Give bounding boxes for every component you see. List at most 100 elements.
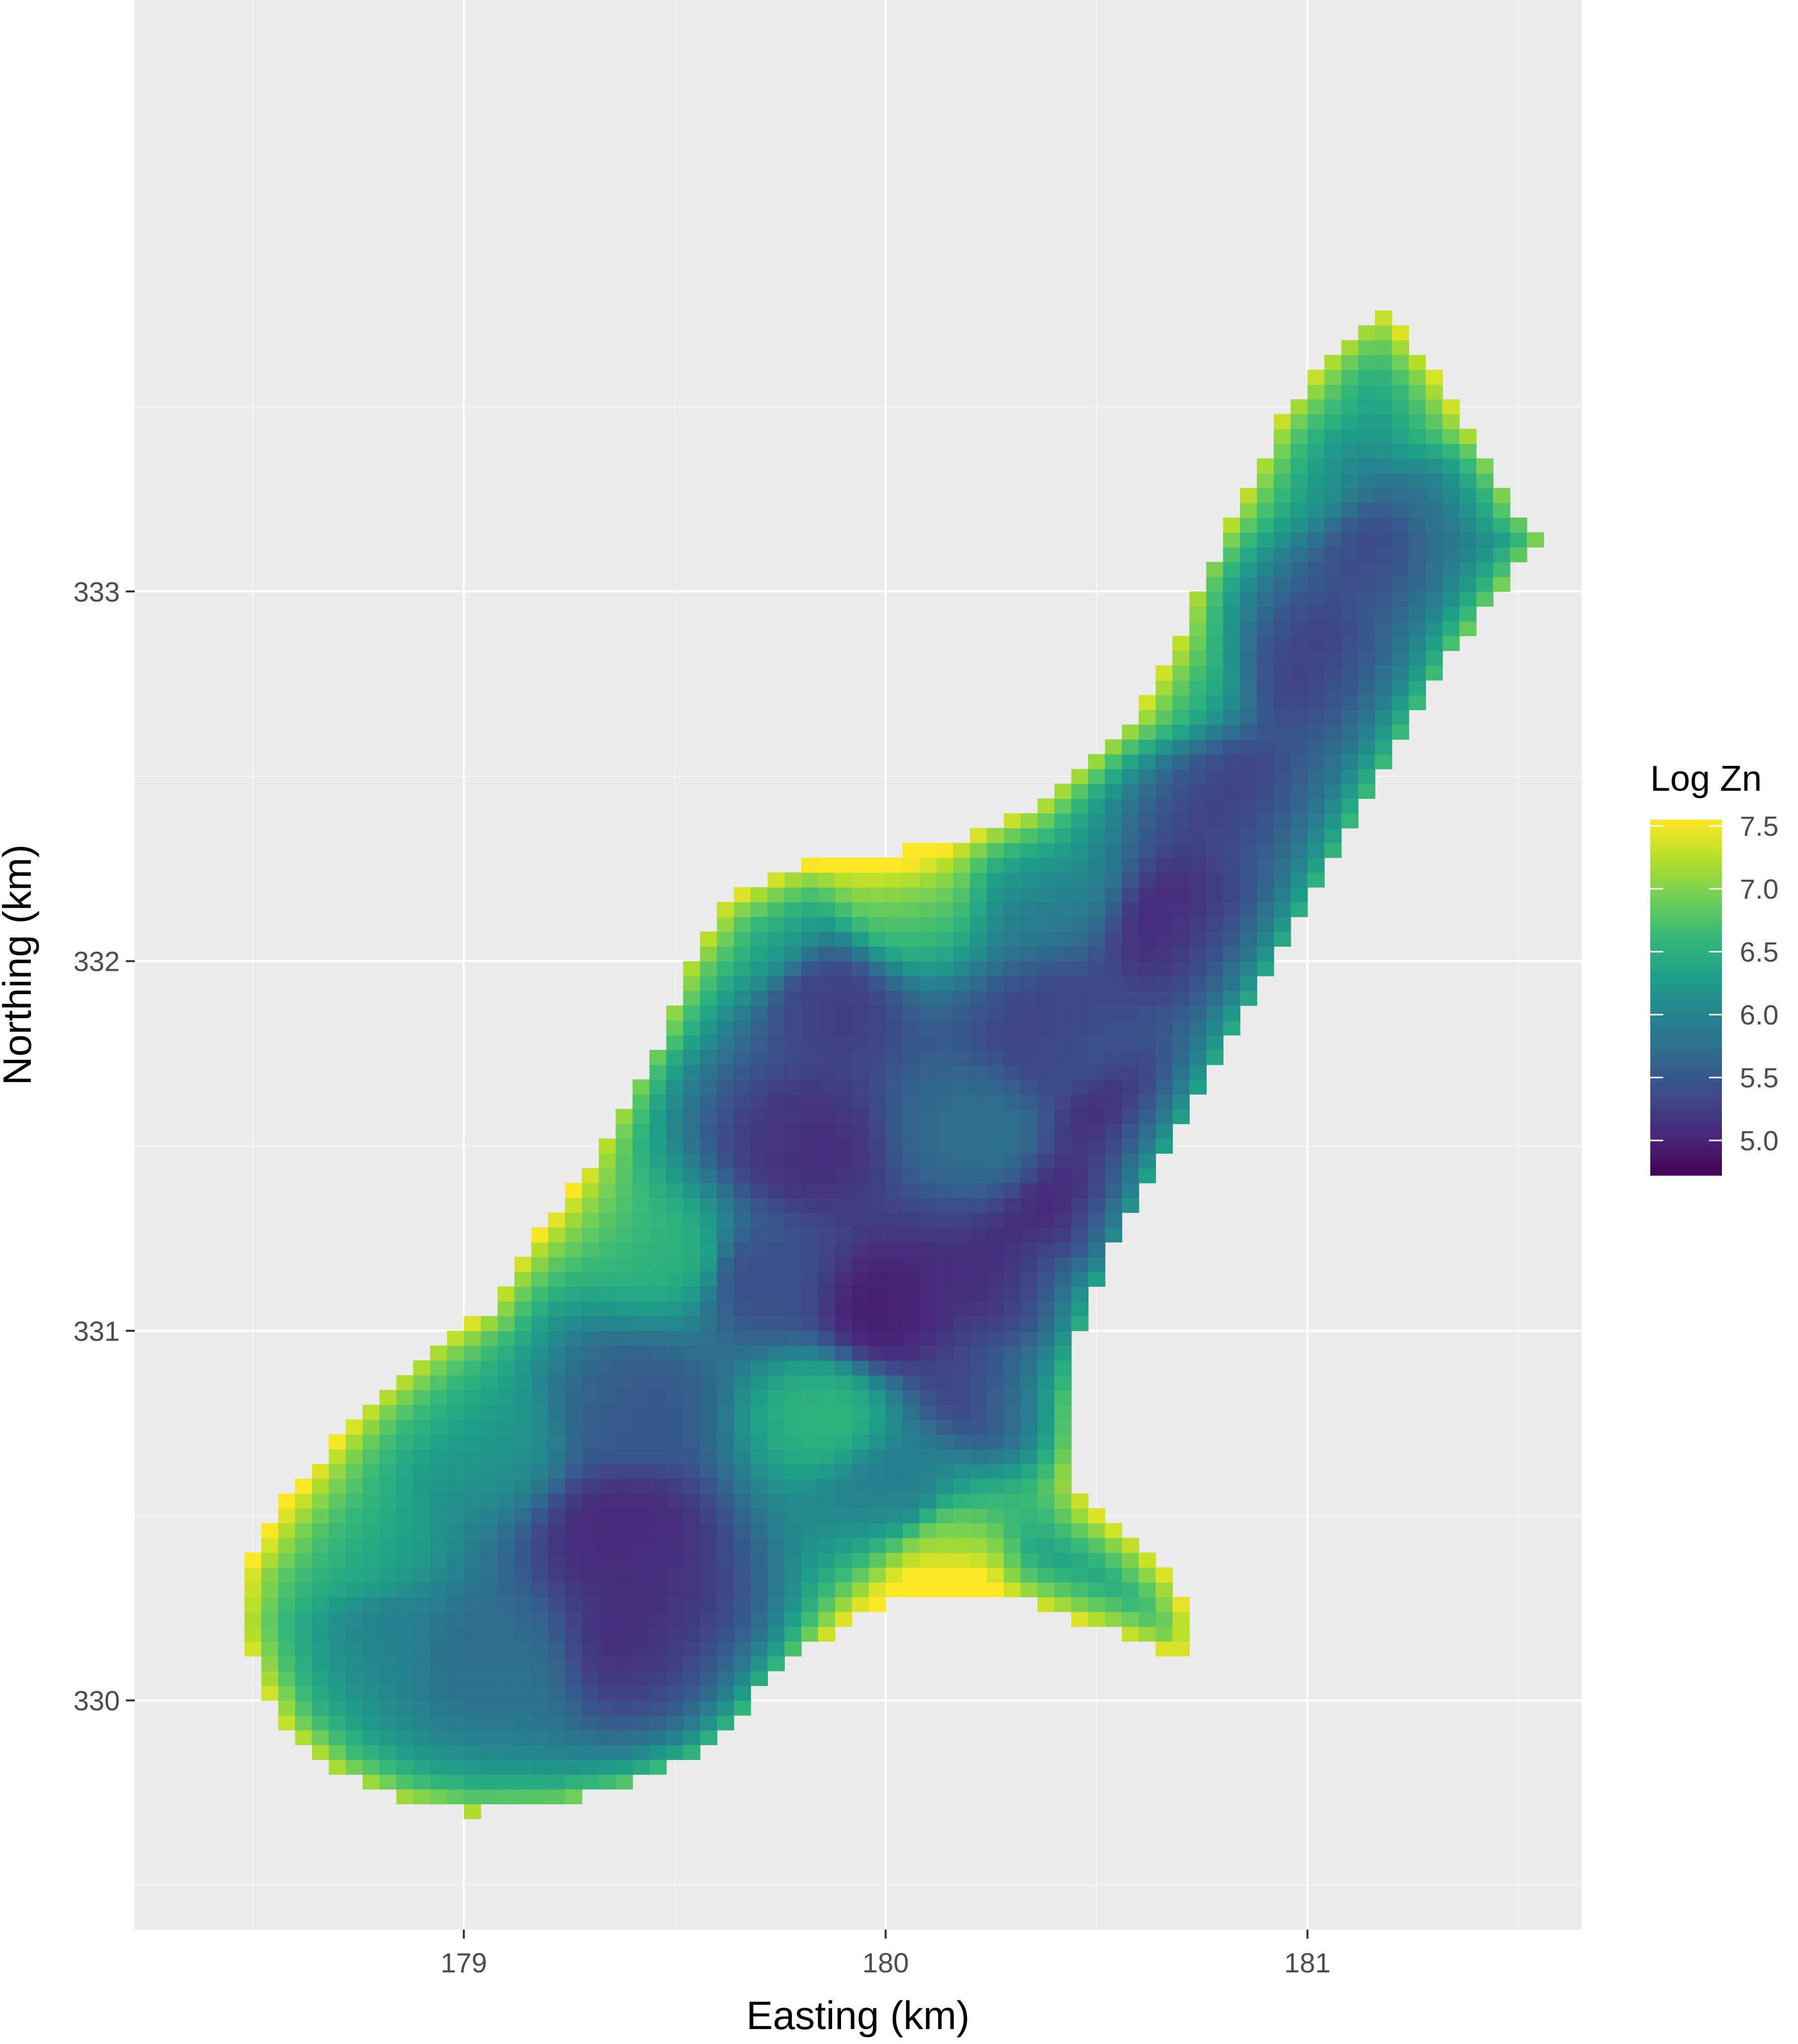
heat-cell [598, 1508, 616, 1524]
heat-cell [1459, 576, 1477, 592]
heat-cell [480, 1345, 498, 1361]
heat-cell [818, 1183, 836, 1198]
heat-cell [632, 1375, 650, 1391]
heat-cell [548, 1242, 566, 1257]
heat-cell [868, 1390, 886, 1405]
heat-cell [295, 1730, 312, 1746]
heat-cell [1054, 1079, 1072, 1095]
heat-cell [278, 1685, 296, 1701]
heat-cell [1223, 739, 1240, 755]
heat-cell [919, 1449, 937, 1465]
heat-cell [717, 1271, 735, 1287]
heat-cell [835, 1597, 852, 1612]
heat-cell [987, 1301, 1004, 1316]
heat-cell [1375, 444, 1393, 459]
heat-cell [346, 1611, 363, 1627]
heat-cell [835, 1153, 852, 1169]
heat-cell [1071, 1064, 1089, 1080]
heat-cell [1138, 1626, 1156, 1642]
heat-cell [582, 1745, 599, 1760]
heat-cell [1206, 1050, 1224, 1065]
heat-cell [413, 1582, 431, 1597]
heat-cell [885, 1582, 903, 1597]
heat-cell [632, 1419, 650, 1435]
heat-cell [649, 1316, 667, 1331]
heat-cell [700, 991, 718, 1006]
heat-cell [1172, 857, 1190, 873]
heat-cell [565, 1434, 582, 1450]
heat-cell [751, 1286, 768, 1302]
heat-cell [852, 1020, 869, 1035]
heat-cell [413, 1434, 431, 1450]
heat-cell [430, 1523, 448, 1538]
heat-cell [902, 1079, 920, 1095]
heat-cell [683, 1523, 701, 1538]
heat-cell [818, 1109, 836, 1124]
heat-cell [936, 1257, 954, 1272]
heat-cell [1105, 739, 1123, 755]
heat-cell [818, 1404, 836, 1420]
heat-cell [413, 1390, 431, 1405]
heat-cell [514, 1760, 532, 1775]
heat-cell [1021, 917, 1038, 932]
heat-cell [1324, 399, 1342, 415]
heat-cell [582, 1774, 599, 1790]
heat-cell [447, 1789, 465, 1804]
heat-cell [666, 1449, 684, 1465]
heat-cell [1071, 1582, 1089, 1597]
heat-cell [430, 1597, 448, 1612]
heat-cell [801, 1611, 819, 1627]
heat-cell [413, 1774, 431, 1790]
heat-cell [649, 1715, 667, 1731]
heat-cell [835, 1330, 852, 1346]
heat-cell [717, 1419, 735, 1435]
heat-cell [649, 1626, 667, 1642]
heat-cell [987, 1375, 1004, 1391]
heat-cell [363, 1582, 380, 1597]
heat-cell [919, 902, 937, 918]
heat-cell [885, 1434, 903, 1450]
heat-cell [953, 1005, 970, 1021]
heat-cell [902, 1168, 920, 1184]
heat-cell [936, 1390, 954, 1405]
heat-cell [734, 1685, 751, 1701]
heat-cell [936, 1330, 954, 1346]
heat-cell [497, 1345, 515, 1361]
heat-cell [835, 1227, 852, 1243]
heat-cell [666, 1745, 684, 1760]
heat-cell [1054, 1538, 1072, 1553]
heat-cell [1088, 798, 1106, 814]
heat-cell [1206, 813, 1224, 829]
heat-cell [1021, 1567, 1038, 1583]
heat-cell [852, 1123, 869, 1139]
heat-cell [1155, 1079, 1173, 1095]
heat-cell [1037, 902, 1055, 918]
heat-cell [1324, 517, 1342, 533]
heat-cell [784, 1198, 802, 1213]
heat-cell [1375, 710, 1393, 725]
heat-cell [1172, 946, 1190, 962]
heat-cell [683, 1094, 701, 1110]
heat-cell [835, 1212, 852, 1228]
heat-cell [987, 1345, 1004, 1361]
heat-cell [1054, 1434, 1072, 1450]
heat-cell [1037, 946, 1055, 962]
heat-cell [751, 961, 768, 977]
heat-cell [1392, 636, 1410, 651]
heat-cell [1240, 783, 1257, 799]
heat-cell [1324, 414, 1342, 429]
heat-cell [683, 1508, 701, 1524]
heat-cell [1358, 384, 1376, 400]
heat-cell [1004, 1079, 1021, 1095]
heat-cell [632, 1715, 650, 1731]
heat-cell [1054, 1567, 1072, 1583]
heat-cell [1324, 680, 1342, 696]
heat-cell [649, 1198, 667, 1213]
heat-cell [329, 1538, 346, 1553]
heat-cell [919, 991, 937, 1006]
heat-cell [868, 917, 886, 932]
heat-cell [953, 1183, 970, 1198]
heat-cell [1138, 1109, 1156, 1124]
heat-cell [1021, 887, 1038, 903]
heat-cell [970, 1552, 987, 1568]
